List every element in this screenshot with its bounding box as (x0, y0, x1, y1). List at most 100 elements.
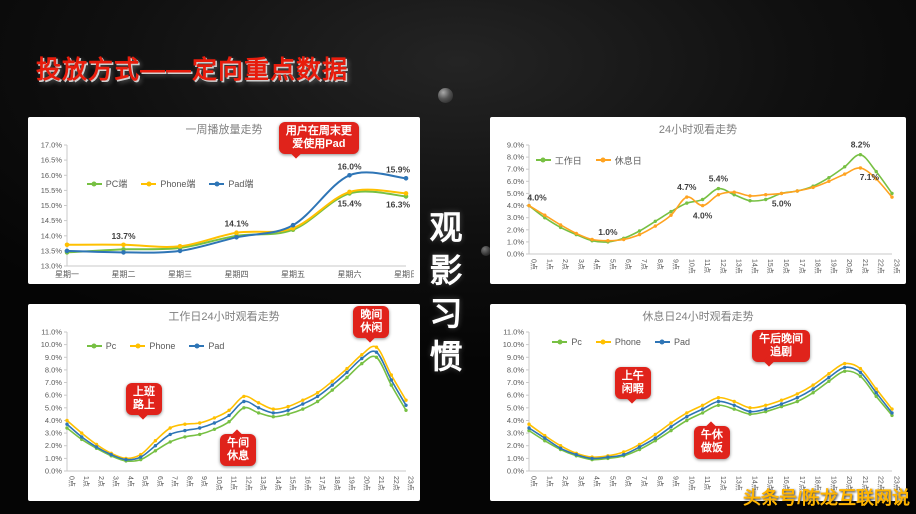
series-line (527, 361, 894, 459)
svg-text:3点: 3点 (112, 476, 120, 487)
series-line (527, 369, 894, 462)
annotation-callout: 上午 闲暇 (614, 367, 651, 400)
chart-title: 一周播放量走势 (185, 124, 263, 136)
svg-text:9.0%: 9.0% (507, 141, 524, 150)
y-axis-ticks: 0.0% 1.0% 2.0% 3.0% 4.0% 5.0% 6.0% 7.0% 8.0% 9.0% (507, 141, 529, 259)
svg-text:2点: 2点 (561, 476, 569, 487)
svg-text:22点: 22点 (392, 476, 400, 491)
svg-text:8.0%: 8.0% (45, 365, 62, 374)
svg-text:12点: 12点 (244, 476, 252, 491)
svg-text:23点: 23点 (893, 476, 901, 491)
svg-text:19点: 19点 (829, 259, 837, 274)
svg-text:3.0%: 3.0% (45, 429, 62, 438)
svg-text:15.0%: 15.0% (41, 201, 63, 210)
svg-text:5.0%: 5.0% (507, 403, 524, 412)
svg-text:21点: 21点 (861, 259, 869, 274)
svg-text:7点: 7点 (171, 476, 179, 487)
svg-text:21点: 21点 (377, 476, 385, 491)
decorative-sphere (481, 246, 491, 256)
svg-text:9.0%: 9.0% (507, 353, 524, 362)
svg-text:2.0%: 2.0% (507, 225, 524, 234)
svg-text:9点: 9点 (200, 476, 208, 487)
x-axis-ticks: 0点 1点 2点 3点 4点 5点 6点 7点 8点 9点 10点 11点 12点 13点 14点 15点 16… (530, 259, 901, 274)
svg-text:6.0%: 6.0% (45, 391, 62, 400)
svg-text:17点: 17点 (798, 476, 806, 491)
svg-text:7.0%: 7.0% (507, 378, 524, 387)
svg-text:10点: 10点 (687, 476, 695, 491)
chart-title: 休息日24小时观看走势 (642, 311, 754, 323)
x-axis-ticks: 星期一 星期二 星期三 星期四 星期五 星期六 星期日 (55, 269, 418, 279)
svg-text:17点: 17点 (798, 259, 806, 274)
svg-text:2点: 2点 (561, 259, 569, 270)
svg-text:0.0%: 0.0% (507, 250, 524, 259)
svg-text:16.3%: 16.3% (386, 199, 411, 209)
panel-restday-24h-trend: 休息日24小时观看走势 0.0% 1.0% 2.0% 3.0% 4.0% 5.0% 6.0% 7… (490, 304, 906, 501)
svg-text:0.0%: 0.0% (507, 467, 524, 476)
panel-weekly-playback-trend: 一周播放量走势 13.0% 13.5% 14.0% 14.5% 15.0% 15.5% 16.… (28, 117, 420, 284)
svg-text:0点: 0点 (68, 476, 76, 487)
annotation-callout: 用户在周末更 爱使用Pad (278, 122, 359, 155)
svg-text:10点: 10点 (215, 476, 223, 491)
svg-text:13点: 13点 (735, 476, 743, 491)
axes (528, 145, 892, 255)
svg-text:13.7%: 13.7% (111, 231, 136, 241)
svg-text:4点: 4点 (593, 476, 601, 487)
x-axis-ticks: 0点 1点 2点 3点 4点 5点 6点 7点 8点 9点 10点 11点 12点 13点 14点 15点 16… (68, 476, 415, 491)
annotation-callout: 午后晚间 追剧 (752, 329, 811, 362)
series-line (64, 171, 409, 255)
svg-text:11点: 11点 (703, 259, 711, 273)
svg-text:11点: 11点 (230, 476, 238, 490)
chart-svg: 0.0%1.0%2.0%3.0%4.0%5.0%6.0%7.0%8.0%9.0%… (503, 328, 901, 491)
chart-title: 工作日24小时观看走势 (168, 311, 280, 323)
svg-text:4.0%: 4.0% (507, 416, 524, 425)
svg-text:19点: 19点 (829, 476, 837, 491)
y-axis-ticks: 0.0% 1.0% 2.0% 3.0% 4.0% 5.0% 6.0% 7.0% 8.0% 9.0%… (41, 328, 67, 476)
svg-text:星期三: 星期三 (168, 270, 192, 279)
svg-text:23点: 23点 (893, 259, 901, 274)
svg-text:14点: 14点 (274, 476, 282, 491)
svg-text:15点: 15点 (766, 476, 774, 491)
series-line (64, 188, 409, 249)
svg-text:7.1%: 7.1% (860, 172, 880, 182)
annotation-callout: 午休 做饭 (693, 426, 730, 459)
data-labels: 13.7% 14.1% 16.0% 15.4% 15.9% 16.3% (111, 161, 410, 241)
y-axis-ticks: 0.0% 1.0% 2.0% 3.0% 4.0% 5.0% 6.0% 7.0% 8.0% 9.0%… (503, 328, 529, 476)
svg-text:7.0%: 7.0% (507, 165, 524, 174)
chart-svg: 0.0%1.0%2.0%3.0%4.0%5.0%6.0%7.0%8.0%9.0%… (41, 328, 415, 491)
svg-text:10.0%: 10.0% (41, 340, 63, 349)
svg-text:16点: 16点 (782, 476, 790, 491)
svg-text:17.0%: 17.0% (41, 141, 63, 150)
svg-text:1点: 1点 (545, 476, 553, 487)
svg-text:10.0%: 10.0% (503, 340, 525, 349)
axes (66, 332, 406, 472)
svg-text:22点: 22点 (877, 476, 885, 491)
panel-workday-24h-trend: 工作日24小时观看走势 0.0% 1.0% 2.0% 3.0% 4.0% 5.0% 6.0% 7… (28, 304, 420, 501)
svg-text:16点: 16点 (303, 476, 311, 491)
svg-text:15点: 15点 (766, 259, 774, 274)
svg-text:14.1%: 14.1% (224, 219, 249, 229)
series-line (527, 365, 894, 461)
svg-text:21点: 21点 (861, 476, 869, 491)
svg-text:20点: 20点 (845, 259, 853, 274)
svg-text:4.0%: 4.0% (507, 201, 524, 210)
svg-text:4.7%: 4.7% (677, 182, 697, 192)
svg-text:3点: 3点 (577, 259, 585, 270)
svg-text:17点: 17点 (318, 476, 326, 491)
svg-text:8点: 8点 (656, 476, 664, 487)
svg-text:星期日: 星期日 (394, 270, 414, 279)
svg-text:1.0%: 1.0% (507, 454, 524, 463)
svg-text:0点: 0点 (530, 259, 538, 270)
svg-text:2.0%: 2.0% (507, 441, 524, 450)
svg-text:8.0%: 8.0% (507, 153, 524, 162)
series-line (65, 345, 408, 461)
svg-text:18点: 18点 (814, 259, 822, 274)
svg-text:16.0%: 16.0% (337, 161, 362, 171)
svg-text:0点: 0点 (530, 476, 538, 487)
svg-text:4.0%: 4.0% (527, 193, 547, 203)
chart-svg: 0.0%1.0%2.0%3.0%4.0%5.0%6.0%7.0%8.0%9.0%… (507, 140, 901, 274)
svg-text:9点: 9点 (672, 476, 680, 487)
svg-text:7点: 7点 (640, 259, 648, 270)
svg-text:3点: 3点 (577, 476, 585, 487)
svg-text:5点: 5点 (608, 476, 616, 487)
